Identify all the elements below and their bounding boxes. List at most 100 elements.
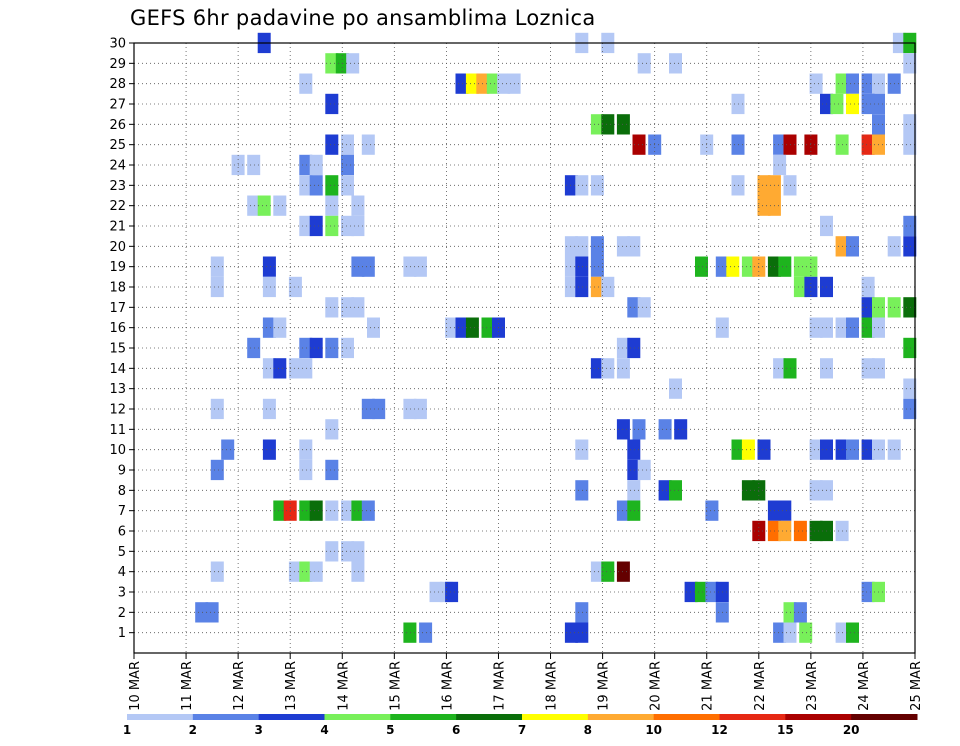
x-tick-label: 10 MAR [128,661,143,711]
heatmap-cell [367,317,380,338]
x-tick-label: 25 MAR [909,661,924,711]
y-tick-label: 9 [118,464,126,479]
heatmap-cell [616,337,630,359]
heatmap-cell [403,256,417,277]
heatmap-cell [325,175,339,196]
x-axis: 10 MAR 11 MAR 12 MAR 13 MAR 14 MAR 15 MAR 16 M… [128,653,924,711]
colorbar-label: 7 [518,723,526,737]
colorbar-segment [390,714,457,720]
colorbar-segment [258,714,325,720]
heatmap-cell [575,276,589,298]
heatmap-cell [341,154,354,176]
heatmap-cell [210,398,224,420]
heatmap-cell [601,561,615,582]
heatmap-cell [846,73,859,94]
heatmap-cell [590,114,604,135]
heatmap-cell [590,358,604,379]
heatmap-cell [273,317,287,338]
heatmap-cell [351,195,365,216]
heatmap-cell [346,53,360,74]
heatmap-cell [299,439,313,460]
heatmap-cell [262,358,276,379]
y-tick-label: 20 [109,240,126,255]
y-tick-label: 10 [109,443,126,458]
heatmap-cell [341,337,354,359]
heatmap-cell [325,500,339,521]
heatmap-cell [861,134,875,155]
heatmap-cell [299,561,313,582]
heatmap-cell [809,439,823,460]
y-tick-label: 17 [109,301,126,316]
colorbar-segment [587,714,655,720]
y-tick-label: 15 [109,342,126,357]
heatmap-cell [903,134,917,155]
heatmap-cell [273,195,287,216]
heatmap-cell [903,53,917,74]
heatmap-cell [705,581,719,603]
heatmap-cell [778,520,792,542]
heatmap-cell [741,256,755,277]
x-tick-label: 11 MAR [180,661,195,711]
colorbar-segment [851,714,918,720]
heatmap-cell [903,337,917,359]
x-tick-label: 22 MAR [753,661,768,711]
heatmap-cell [741,480,755,501]
heatmap-cell [247,154,261,176]
heatmap-cell [861,358,875,379]
y-tick-label: 18 [109,281,126,296]
colorbar-segment [324,714,391,720]
heatmap-cell [309,154,323,176]
heatmap-cell [481,317,495,338]
heatmap-cell [299,500,313,521]
heatmap-cell [262,317,276,338]
colorbar: 1 2 3 4 5 6 7 8 10 12 15 20 [123,714,918,737]
heatmap-cell [309,337,323,359]
heatmap-cell [445,317,459,338]
heatmap-cell [429,581,443,603]
heatmap-cell [741,439,755,460]
heatmap-cell [669,480,682,501]
x-tick-label: 16 MAR [440,661,455,711]
heatmap-cell [273,358,287,379]
heatmap-cell [830,93,844,115]
colorbar-label: 1 [123,723,131,737]
heatmap-cell [262,256,276,277]
heatmap-cell [861,439,875,460]
heatmap-cell [288,276,302,298]
heatmap-cell [637,297,651,318]
heatmap-cell [299,337,313,359]
heatmap-cell [861,297,875,318]
heatmap-cell [674,419,688,440]
heatmap-cell [351,561,365,582]
heatmap-cell [575,256,589,277]
y-tick-label: 24 [109,159,126,174]
heatmap-cell [299,154,313,176]
y-tick-label: 16 [109,321,126,336]
heatmap-cell [351,297,365,318]
heatmap-cell [809,480,823,501]
heatmap-cell [361,398,375,420]
heatmap-cell [210,459,224,481]
heatmap-cell [325,419,339,440]
heatmap-cell [695,581,708,603]
heatmap-cell [445,581,459,603]
heatmap-cell [757,439,771,460]
y-tick-label: 3 [118,586,126,601]
x-tick-label: 17 MAR [492,661,507,711]
heatmap-cell [309,215,323,237]
heatmap-cell [247,195,261,216]
y-tick-label: 13 [109,382,126,397]
heatmap-cell [341,541,354,562]
heatmap-cell [616,114,630,135]
y-tick-label: 4 [118,565,126,580]
heatmap-cell [299,73,313,94]
y-tick-label: 11 [109,423,126,438]
heatmap-cell [903,114,917,135]
colorbar-label: 10 [645,723,662,737]
heatmap-cell [564,256,578,277]
heatmap-cell [273,500,287,521]
heatmap-cell [846,439,859,460]
heatmap-cell [575,622,589,643]
heatmap-cell [627,480,641,501]
